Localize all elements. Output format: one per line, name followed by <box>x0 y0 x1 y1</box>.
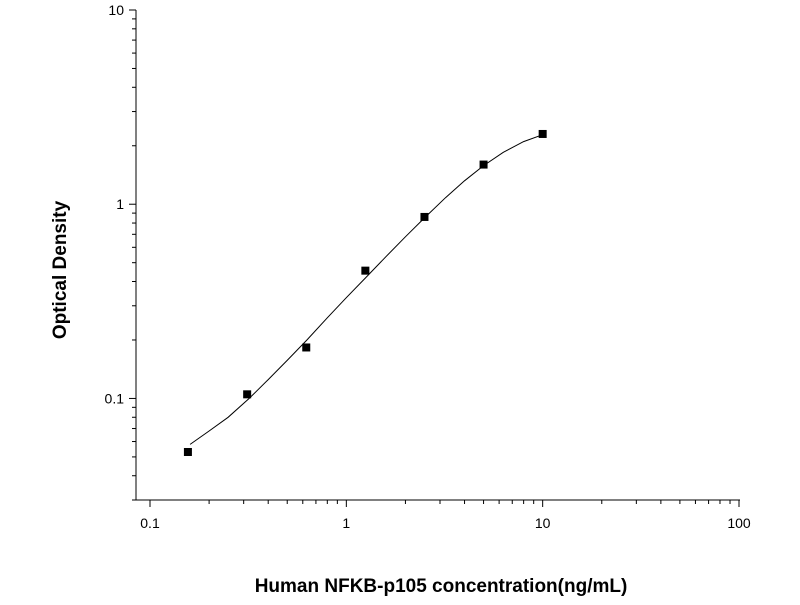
y-tick-label: 10 <box>108 2 124 18</box>
x-tick-label: 10 <box>535 515 551 531</box>
y-tick-label: 0.1 <box>105 390 125 406</box>
data-point-marker <box>243 390 252 399</box>
y-tick-label: 1 <box>116 196 124 212</box>
fit-curve-line <box>189 134 543 445</box>
x-axis-label: Human NFKB-p105 concentration(ng/mL) <box>255 576 628 597</box>
data-points <box>183 129 547 456</box>
x-tick-label: 1 <box>342 515 350 531</box>
data-point-marker <box>538 129 547 138</box>
data-point-marker <box>183 447 192 456</box>
x-tick-label: 0.1 <box>140 515 160 531</box>
axes <box>135 10 740 501</box>
ticks: 0.1 1 10 100 0.1 1 10 <box>105 2 751 531</box>
data-point-marker <box>420 212 429 221</box>
x-tick-label: 100 <box>727 515 751 531</box>
data-point-marker <box>302 343 311 352</box>
data-point-marker <box>479 160 488 169</box>
data-point-marker <box>361 266 370 275</box>
y-axis-label: Optical Density <box>50 200 71 339</box>
